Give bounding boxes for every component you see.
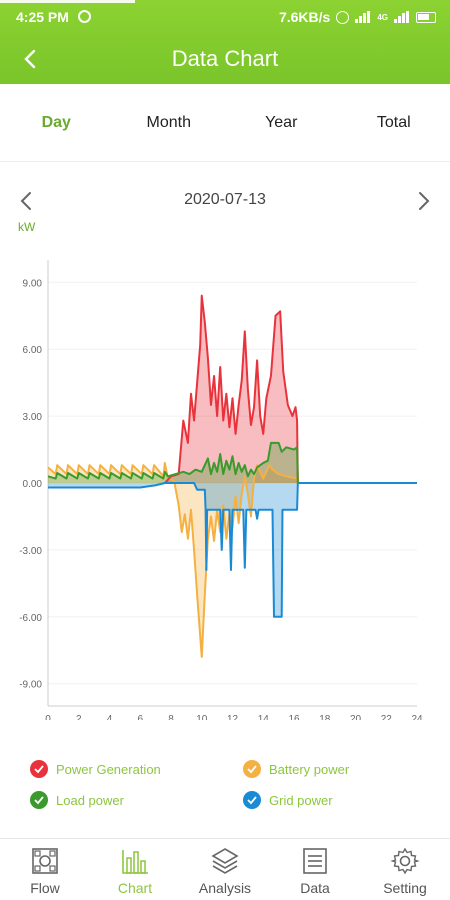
- nav-label: Chart: [117, 880, 153, 896]
- legend-power-generation[interactable]: Power Generation: [30, 760, 161, 778]
- network-type-label: 4G: [377, 12, 388, 22]
- y-tick-label: 9.00: [23, 278, 43, 289]
- x-tick-label: 0: [45, 714, 51, 720]
- check-circle-icon: [30, 760, 48, 778]
- chart-legend: Power Generation Battery power Load powe…: [0, 756, 450, 816]
- series-line-load-power: [47, 441, 299, 484]
- check-circle-icon: [30, 791, 48, 809]
- series-line-power-generation: [164, 294, 299, 484]
- title-bar: Data Chart: [0, 36, 450, 84]
- chevron-right-icon: [419, 192, 430, 210]
- check-circle-icon: [243, 791, 261, 809]
- loading-progress-bar: [0, 0, 135, 3]
- nav-label: Analysis: [198, 880, 252, 896]
- period-tabs: Day Month Year Total: [0, 84, 450, 162]
- chevron-left-icon: [24, 49, 36, 69]
- legend-grid-power[interactable]: Grid power: [243, 791, 333, 809]
- series-area-power-generation: [164, 295, 298, 483]
- y-tick-label: 6.00: [23, 345, 43, 356]
- status-time: 4:25 PM: [16, 9, 69, 25]
- series-line-battery-power: [47, 461, 299, 658]
- date-navigator: 2020-07-13: [0, 178, 450, 222]
- y-tick-label: -3.00: [19, 546, 42, 557]
- nav-chart[interactable]: Chart: [90, 839, 180, 900]
- y-tick-label: -6.00: [19, 613, 42, 624]
- series-area-battery-power: [48, 462, 298, 657]
- x-tick-label: 24: [411, 714, 423, 720]
- nav-flow[interactable]: Flow: [0, 839, 90, 900]
- status-net-speed: 7.6KB/s: [278, 9, 331, 25]
- tab-month[interactable]: Month: [146, 114, 191, 131]
- legend-load-power[interactable]: Load power: [30, 791, 124, 809]
- gear-icon: [390, 847, 420, 875]
- x-tick-label: 16: [288, 714, 300, 720]
- x-tick-label: 6: [137, 714, 143, 720]
- signal-icon: [355, 11, 371, 23]
- x-tick-label: 8: [168, 714, 174, 720]
- bar-chart-icon: [122, 850, 148, 874]
- nav-label: Flow: [30, 880, 60, 896]
- nav-label: Setting: [383, 880, 427, 896]
- status-bar: 4:25 PM 7.6KB/s 4G: [0, 0, 450, 34]
- chevron-left-icon: [20, 192, 31, 210]
- y-tick-label: -9.00: [19, 680, 42, 691]
- nav-label: Data: [300, 880, 330, 896]
- legend-battery-power[interactable]: Battery power: [243, 760, 349, 778]
- alarm-icon: [336, 10, 350, 24]
- list-icon: [303, 848, 327, 874]
- status-notification-icon: [78, 10, 91, 23]
- battery-icon: [416, 11, 436, 23]
- back-button[interactable]: [16, 44, 46, 74]
- flow-grid-icon: [32, 848, 58, 874]
- tab-day[interactable]: Day: [41, 114, 71, 131]
- power-chart[interactable]: 9.00 6.00 3.00 0.00 -3.00 -6.00 -9.00 0 2 4 6 8 10 12…: [0, 250, 450, 725]
- signal-2-icon: [394, 11, 410, 23]
- previous-date-button[interactable]: [14, 188, 40, 214]
- x-tick-label: 20: [350, 714, 362, 720]
- layers-icon: [211, 848, 239, 874]
- chart-svg: 9.006.003.000.00-3.00-6.00-9.000 2 4 6 8 10 12…: [19, 260, 423, 725]
- header: 4:25 PM 7.6KB/s 4G Data Chart: [0, 0, 450, 84]
- legend-label: Grid power: [269, 792, 333, 808]
- nav-data[interactable]: Data: [270, 839, 360, 900]
- x-tick-label: 18: [319, 714, 331, 720]
- nav-setting[interactable]: Setting: [360, 839, 450, 900]
- check-circle-icon: [243, 760, 261, 778]
- x-tick-label: 12: [227, 714, 239, 720]
- unit-label: kW: [18, 220, 36, 234]
- series-line-grid-power: [48, 482, 417, 618]
- next-date-button[interactable]: [410, 188, 436, 214]
- x-tick-label: 10: [196, 714, 208, 720]
- page-title: Data Chart: [171, 46, 279, 71]
- legend-label: Power Generation: [56, 761, 161, 777]
- tab-year[interactable]: Year: [265, 114, 298, 131]
- y-tick-label: 0.00: [23, 479, 43, 490]
- x-tick-label: 4: [107, 714, 113, 720]
- bottom-navigation: Flow Chart Analysis: [0, 838, 450, 900]
- legend-label: Load power: [56, 792, 124, 808]
- status-right: 7.6KB/s 4G: [279, 9, 436, 25]
- selected-date[interactable]: 2020-07-13: [184, 191, 266, 208]
- tab-total[interactable]: Total: [376, 114, 411, 131]
- y-tick-label: 3.00: [23, 412, 43, 423]
- x-tick-label: 22: [381, 714, 393, 720]
- x-tick-label: 14: [258, 714, 270, 720]
- nav-analysis[interactable]: Analysis: [180, 839, 270, 900]
- x-tick-label: 2: [76, 714, 82, 720]
- legend-label: Battery power: [269, 761, 350, 777]
